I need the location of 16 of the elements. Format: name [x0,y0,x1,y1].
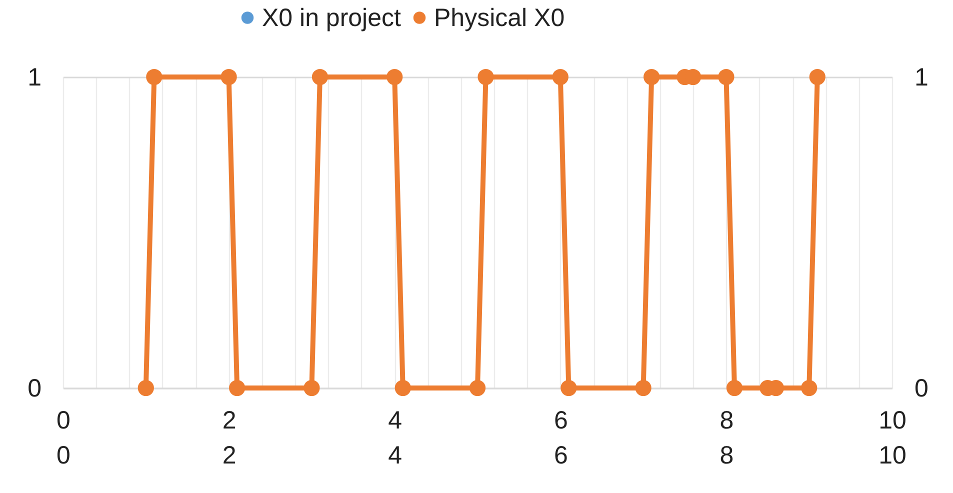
legend-label: X0 in project [262,4,402,32]
x-tick-label: 10 [878,406,906,434]
x2-tick-label: 10 [878,442,906,470]
x-tick-label: 0 [56,406,70,434]
y2-tick-label: 1 [914,64,928,92]
x-tick-label: 8 [720,406,734,434]
x2-tick-label: 8 [720,442,734,470]
x2-tick-label: 2 [222,442,236,470]
x2-tick-label: 6 [554,442,568,470]
x-tick-label: 2 [222,406,236,434]
x2-tick-label: 0 [56,442,70,470]
y2-tick-label: 0 [914,374,928,402]
legend-label: Physical X0 [434,4,565,32]
x-tick-label: 4 [388,406,402,434]
x-tick-label: 6 [554,406,568,434]
x2-tick-label: 4 [388,442,402,470]
